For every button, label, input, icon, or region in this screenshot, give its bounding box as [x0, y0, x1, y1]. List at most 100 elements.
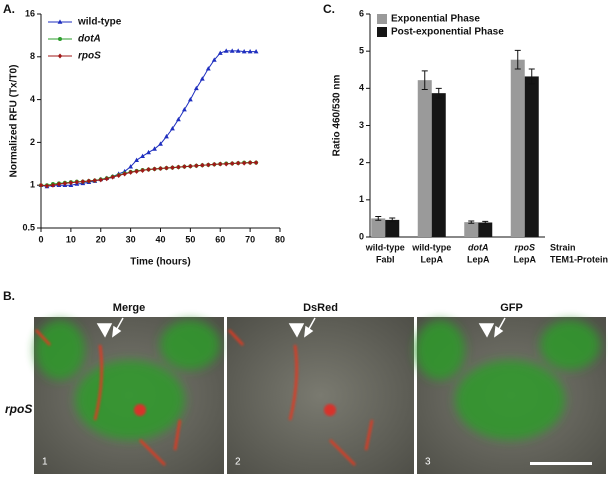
marker: [57, 19, 63, 24]
marker: [110, 174, 115, 180]
bar: [478, 222, 493, 237]
marker: [170, 126, 175, 131]
x-axis-label: Time (hours): [130, 257, 190, 268]
x-tick-label: 30: [126, 234, 136, 244]
marker: [50, 182, 56, 188]
image-number: 3: [425, 457, 431, 468]
error-bar: [389, 217, 396, 223]
error-bar: [435, 87, 442, 99]
x-tick-label: 60: [215, 234, 225, 244]
x-tick-label: 20: [96, 234, 106, 244]
marker: [205, 66, 211, 71]
marker: [57, 53, 63, 59]
bar: [464, 222, 479, 237]
marker: [44, 183, 50, 189]
error-bar: [375, 216, 382, 221]
legend-label: rpoS: [78, 51, 101, 62]
x-tick-label: 70: [245, 234, 255, 244]
marker: [122, 171, 127, 177]
legend-swatch: [377, 27, 387, 37]
marker: [218, 161, 223, 167]
bar: [385, 219, 400, 237]
marker: [206, 162, 211, 168]
x-tick-label: 40: [155, 234, 165, 244]
y-tick-label: 3: [359, 120, 364, 130]
y-tick-label: 4: [30, 94, 35, 104]
marker: [235, 160, 241, 166]
y-tick-label: 6: [359, 8, 364, 18]
marker: [56, 181, 62, 187]
y-tick-label: 2: [359, 157, 364, 167]
x-tick-label: dotA: [468, 242, 489, 252]
marker: [224, 161, 229, 167]
legend-label: Post-exponential Phase: [391, 27, 504, 38]
y-tick-label: 1: [359, 194, 364, 204]
x-tick-label: wild-type: [365, 242, 405, 252]
marker: [211, 57, 217, 62]
marker: [134, 157, 139, 162]
legend-swatch: [377, 14, 387, 24]
marker: [58, 37, 62, 41]
marker: [170, 165, 175, 171]
x-tick-label: 80: [275, 234, 285, 244]
marker: [194, 163, 199, 169]
marker: [247, 160, 253, 166]
image-title: DsRed: [303, 302, 338, 314]
marker: [128, 164, 134, 169]
line: [40, 50, 257, 187]
marker: [188, 163, 193, 169]
marker: [241, 49, 247, 54]
y-tick-label: 0: [359, 231, 364, 241]
panel-label: B.: [3, 289, 15, 303]
marker: [116, 173, 121, 179]
legend-label: Exponential Phase: [391, 14, 480, 25]
marker: [253, 49, 259, 54]
y-tick-label: 5: [359, 46, 364, 56]
x-tick-label: 0: [38, 234, 43, 244]
marker: [158, 141, 163, 146]
marker: [235, 48, 241, 53]
x-axis-label: TEM1-Protein: [550, 254, 608, 264]
marker: [200, 162, 205, 168]
x-axis-label: Strain: [550, 242, 576, 252]
micrograph: [415, 317, 606, 474]
marker: [247, 49, 253, 54]
marker: [98, 177, 103, 183]
marker: [68, 180, 74, 186]
x-tick-label: wild-type: [411, 242, 451, 252]
marker: [104, 176, 109, 182]
marker: [158, 166, 163, 172]
line: [40, 162, 257, 187]
x-tick-label: LepA: [421, 254, 444, 264]
image-title: Merge: [113, 302, 145, 314]
marker: [199, 76, 205, 81]
image-number: 2: [235, 457, 241, 468]
marker: [128, 169, 133, 175]
marker: [176, 164, 181, 170]
x-tick-label: LepA: [467, 254, 490, 264]
legend-label: wild-type: [77, 17, 122, 28]
marker: [182, 107, 187, 112]
marker: [253, 160, 259, 166]
marker: [38, 182, 44, 188]
row-label: rpoS: [5, 402, 32, 416]
y-tick-label: 2: [30, 137, 35, 147]
bar: [510, 59, 525, 238]
y-tick-label: 4: [359, 83, 364, 93]
marker: [164, 133, 169, 139]
bar: [431, 93, 446, 237]
image-number: 1: [42, 457, 48, 468]
error-bar: [528, 68, 535, 85]
bar: [417, 80, 432, 237]
panel-label: C.: [323, 2, 335, 16]
marker: [193, 85, 199, 91]
marker: [80, 179, 86, 185]
x-tick-label: LepA: [514, 254, 537, 264]
marker: [212, 161, 217, 167]
x-tick-label: FabI: [376, 254, 395, 264]
bar: [524, 76, 539, 237]
marker: [140, 167, 145, 173]
y-tick-label: 0.5: [22, 222, 35, 232]
y-axis-label: Normalized RFU (Tx/T0): [9, 65, 20, 178]
